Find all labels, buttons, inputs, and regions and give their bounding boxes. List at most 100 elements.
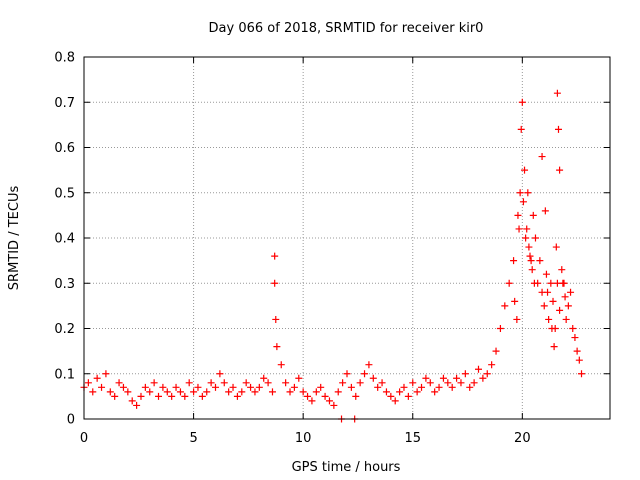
data-point bbox=[382, 388, 390, 396]
data-point bbox=[541, 207, 549, 215]
data-point bbox=[466, 383, 474, 391]
data-point bbox=[521, 166, 529, 174]
data-point bbox=[242, 379, 250, 387]
data-point bbox=[111, 392, 119, 400]
data-point bbox=[84, 379, 92, 387]
data-point bbox=[216, 370, 224, 378]
data-point bbox=[556, 166, 564, 174]
y-tick-label: 0 bbox=[67, 413, 75, 428]
data-point bbox=[513, 315, 521, 323]
data-point bbox=[559, 279, 567, 287]
data-point bbox=[475, 365, 482, 373]
data-point bbox=[361, 370, 369, 378]
data-point bbox=[426, 379, 434, 387]
data-point bbox=[334, 388, 342, 396]
data-point bbox=[128, 397, 136, 405]
data-point bbox=[172, 383, 180, 391]
data-point bbox=[531, 234, 539, 242]
x-tick-label: 0 bbox=[80, 431, 88, 446]
data-point bbox=[453, 374, 461, 382]
data-point bbox=[159, 383, 167, 391]
data-point bbox=[549, 297, 557, 305]
y-tick-label: 0.6 bbox=[54, 141, 75, 156]
data-point bbox=[528, 266, 536, 274]
data-point bbox=[233, 392, 241, 400]
data-point bbox=[321, 392, 329, 400]
data-point bbox=[530, 279, 538, 287]
x-tick-label: 10 bbox=[295, 431, 312, 446]
y-tick-label: 0.1 bbox=[54, 367, 75, 382]
data-point bbox=[562, 315, 570, 323]
data-point bbox=[538, 153, 546, 161]
data-point bbox=[573, 347, 581, 355]
y-tick-label: 0.7 bbox=[54, 96, 75, 111]
data-point bbox=[146, 388, 154, 396]
data-point bbox=[400, 383, 408, 391]
data-point bbox=[524, 189, 532, 197]
data-point bbox=[168, 392, 176, 400]
data-point bbox=[181, 392, 189, 400]
data-point bbox=[229, 383, 237, 391]
data-point bbox=[325, 397, 333, 405]
data-point bbox=[304, 392, 312, 400]
data-point bbox=[439, 374, 447, 382]
data-point bbox=[561, 293, 569, 301]
data-point bbox=[98, 383, 106, 391]
data-point bbox=[518, 98, 526, 106]
data-point bbox=[150, 379, 158, 387]
data-point bbox=[483, 370, 491, 378]
data-point bbox=[282, 379, 290, 387]
data-point bbox=[529, 211, 537, 219]
data-point bbox=[525, 243, 533, 251]
chart-title: Day 066 of 2018, SRMTID for receiver kir… bbox=[209, 21, 484, 36]
data-point bbox=[299, 388, 307, 396]
data-point bbox=[141, 383, 149, 391]
data-point bbox=[492, 347, 500, 355]
data-point bbox=[536, 257, 544, 265]
data-point bbox=[277, 361, 285, 369]
data-point bbox=[519, 198, 527, 206]
data-point bbox=[548, 325, 556, 332]
data-point bbox=[264, 379, 272, 387]
data-point bbox=[317, 383, 325, 391]
data-point bbox=[511, 297, 519, 305]
data-point bbox=[540, 302, 548, 310]
data-point bbox=[516, 189, 524, 197]
x-tick-label: 5 bbox=[189, 431, 197, 446]
data-point bbox=[176, 388, 184, 396]
data-point bbox=[207, 379, 215, 387]
data-point bbox=[343, 370, 351, 378]
data-point bbox=[564, 302, 572, 310]
data-point bbox=[106, 388, 114, 396]
data-point bbox=[347, 383, 355, 391]
data-point bbox=[124, 388, 132, 396]
data-point bbox=[556, 306, 564, 314]
data-point bbox=[514, 211, 522, 219]
data-point bbox=[413, 388, 421, 396]
y-tick-label: 0.2 bbox=[54, 322, 75, 337]
data-point bbox=[510, 257, 518, 265]
data-point bbox=[225, 388, 233, 396]
data-point bbox=[422, 374, 430, 382]
data-point bbox=[255, 383, 263, 391]
y-axis-label: SRMTID / TECUs bbox=[7, 186, 22, 291]
data-point bbox=[356, 379, 364, 387]
data-point bbox=[575, 356, 583, 364]
data-point bbox=[488, 361, 496, 369]
data-point bbox=[119, 383, 127, 391]
data-point bbox=[527, 257, 535, 265]
data-points bbox=[80, 89, 586, 423]
data-point bbox=[133, 401, 141, 409]
y-tick-label: 0.8 bbox=[54, 51, 75, 66]
x-tick-label: 20 bbox=[514, 431, 531, 446]
data-point bbox=[517, 125, 525, 133]
data-point bbox=[251, 388, 259, 396]
data-point bbox=[190, 388, 198, 396]
data-point bbox=[431, 388, 439, 396]
data-point bbox=[271, 252, 279, 260]
data-point bbox=[404, 392, 412, 400]
data-point bbox=[369, 374, 377, 382]
data-point bbox=[523, 225, 531, 233]
data-point bbox=[505, 279, 513, 287]
